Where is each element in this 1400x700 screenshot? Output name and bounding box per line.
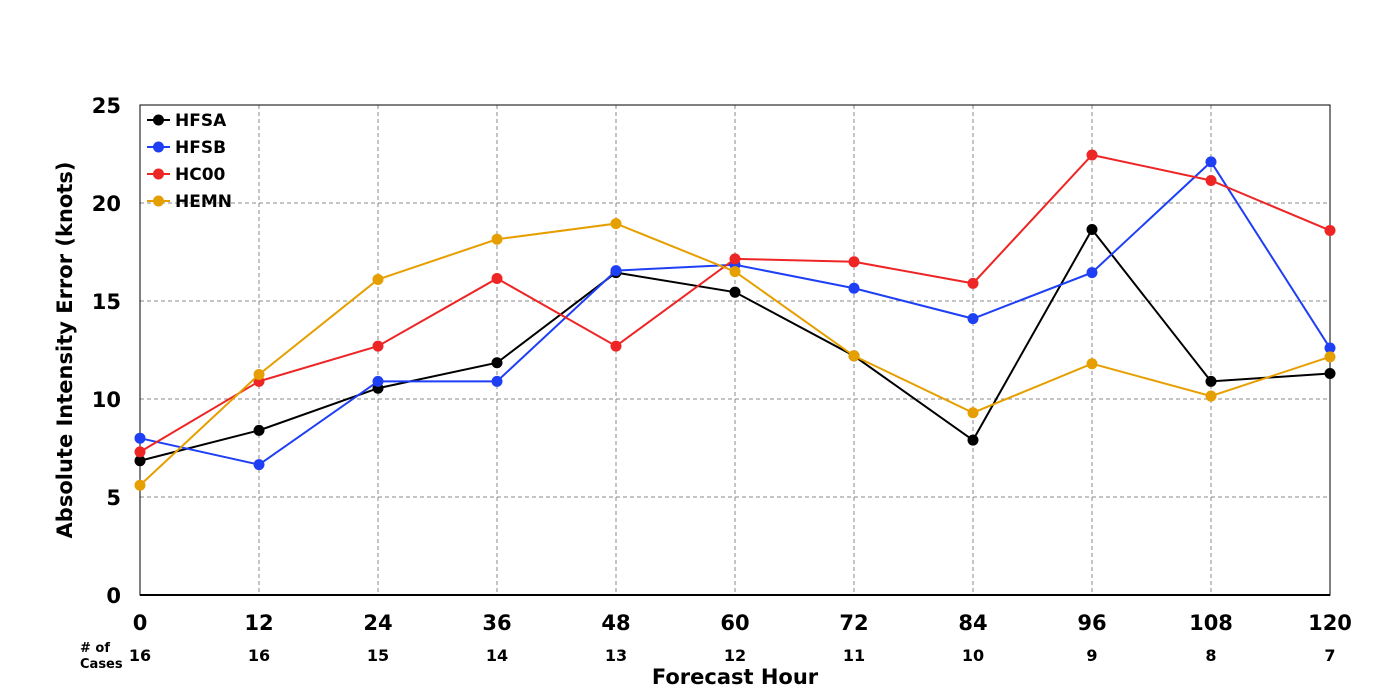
data-point-hemn	[1324, 351, 1336, 363]
data-point-hfsa	[1205, 375, 1217, 387]
case-count: 12	[724, 646, 746, 665]
x-tick-label: 84	[958, 611, 987, 635]
y-axis-title: Absolute Intensity Error (knots)	[53, 162, 77, 539]
x-tick-label: 108	[1189, 611, 1233, 635]
x-tick-label: 12	[244, 611, 273, 635]
case-count: 15	[367, 646, 389, 665]
legend-item-hemn: HEMN	[147, 192, 232, 212]
series-hemn	[134, 218, 1336, 491]
data-point-hemn	[491, 233, 503, 245]
x-tick-label: 36	[482, 611, 511, 635]
x-tick-label: 96	[1077, 611, 1106, 635]
cases-title-line1: # of	[80, 641, 110, 656]
y-tick-label: 10	[92, 388, 121, 412]
data-point-hc00	[1086, 149, 1098, 161]
y-tick-label: 0	[106, 584, 121, 608]
data-point-hemn	[967, 407, 979, 419]
case-count: 16	[248, 646, 270, 665]
data-point-hfsb	[491, 375, 503, 387]
data-point-hfsa	[729, 286, 741, 298]
legend-item-hfsb: HFSB	[147, 138, 226, 158]
x-tick-label: 72	[839, 611, 868, 635]
cases-row: # of Cases 16 16 15 14 13 12 11 10 9 8 7	[80, 641, 1336, 672]
data-point-hfsb	[253, 459, 265, 471]
legend-label: HC00	[175, 165, 226, 185]
data-point-hc00	[610, 340, 622, 352]
case-count: 14	[486, 646, 508, 665]
y-tick-label: 15	[92, 290, 121, 314]
data-point-hfsa	[1086, 223, 1098, 235]
case-count: 11	[843, 646, 865, 665]
data-point-hfsb	[848, 282, 860, 294]
series-layer	[134, 149, 1336, 491]
data-point-hemn	[134, 479, 146, 491]
legend-item-hc00: HC00	[147, 165, 226, 185]
data-point-hemn	[253, 369, 265, 380]
case-count: 10	[962, 646, 984, 665]
legend: HFSA HFSB HC00 HEMN	[147, 111, 232, 212]
data-point-hemn	[1086, 358, 1098, 370]
data-point-hfsa	[491, 357, 503, 369]
data-point-hc00	[134, 446, 146, 458]
legend-marker	[153, 195, 164, 207]
data-point-hfsb	[372, 375, 384, 387]
data-point-hfsa	[967, 434, 979, 446]
x-tick-label: 0	[133, 611, 148, 635]
cases-title-line2: Cases	[80, 657, 123, 672]
series-hc00	[134, 149, 1336, 458]
legend-label: HEMN	[175, 192, 232, 212]
x-tick-label: 60	[720, 611, 749, 635]
data-point-hemn	[848, 350, 860, 362]
data-point-hc00	[848, 256, 860, 268]
legend-item-hfsa: HFSA	[147, 111, 227, 131]
x-tick-label: 24	[363, 611, 392, 635]
legend-label: HFSB	[175, 138, 226, 158]
x-axis-title: Forecast Hour	[652, 665, 819, 689]
case-count: 16	[129, 646, 151, 665]
data-point-hfsa	[134, 455, 146, 467]
x-tick-label: 120	[1308, 611, 1352, 635]
legend-label: HFSA	[175, 111, 227, 131]
series-line-hfsb	[139, 160, 1331, 466]
case-count: 9	[1086, 646, 1097, 665]
data-point-hc00	[372, 340, 384, 352]
y-tick-labels: 0 5 10 15 20 25	[92, 94, 121, 608]
grid-lines	[140, 105, 1330, 595]
case-count: 8	[1205, 646, 1216, 665]
data-point-hfsb	[967, 313, 979, 325]
data-point-hc00	[967, 277, 979, 289]
legend-marker	[153, 168, 164, 180]
case-count: 13	[605, 646, 627, 665]
data-point-hc00	[1205, 174, 1217, 186]
y-tick-label: 5	[106, 486, 121, 510]
data-point-hfsa	[1324, 368, 1336, 380]
data-point-hemn	[1205, 390, 1217, 402]
data-point-hfsb	[1086, 267, 1098, 279]
y-tick-label: 25	[92, 94, 121, 118]
y-tick-label: 20	[92, 192, 121, 216]
data-point-hfsb	[1205, 156, 1217, 168]
data-point-hfsb	[610, 265, 622, 277]
x-tick-label: 48	[601, 611, 630, 635]
case-count: 7	[1324, 646, 1335, 665]
data-point-hc00	[1324, 224, 1336, 236]
x-tick-labels: 0 12 24 36 48 60 72 84 96 108 120	[133, 611, 1352, 635]
data-point-hemn	[729, 266, 741, 278]
data-point-hfsb	[134, 432, 146, 444]
data-point-hc00	[491, 272, 503, 284]
legend-marker	[153, 141, 164, 153]
data-point-hemn	[372, 273, 384, 285]
data-point-hc00	[729, 253, 741, 265]
legend-marker	[153, 114, 164, 126]
data-point-hfsb	[1324, 342, 1336, 354]
data-point-hfsa	[253, 424, 265, 436]
data-point-hemn	[610, 218, 622, 230]
